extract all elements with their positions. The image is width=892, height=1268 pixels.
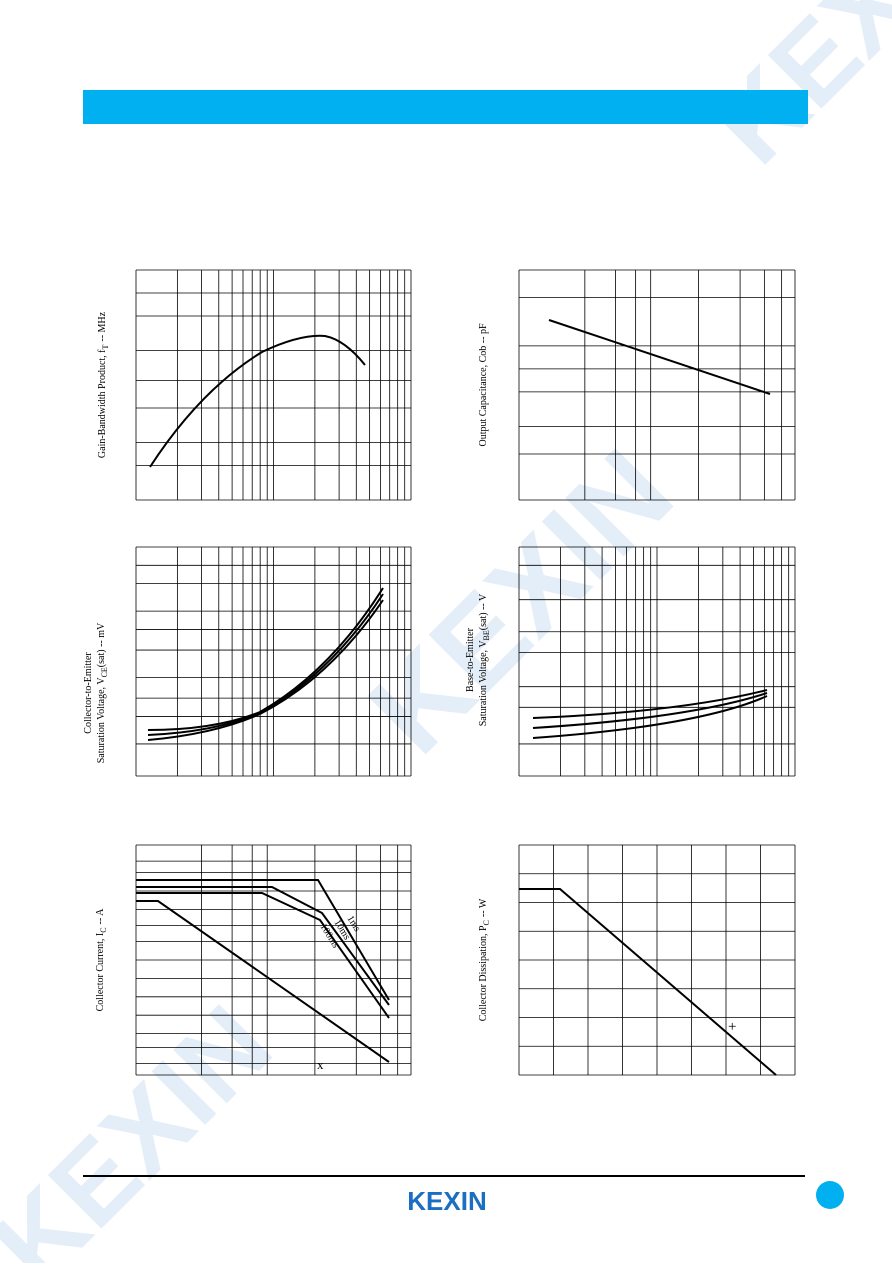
curve bbox=[136, 879, 390, 1001]
annotation: + bbox=[728, 1019, 736, 1035]
y-label: Collector-to-Emitter bbox=[83, 652, 94, 734]
curve bbox=[147, 599, 384, 741]
y-label: Collector Current, IC-- A bbox=[95, 908, 108, 1012]
y-label: Saturation Voltage, VCE(sat) -- mV bbox=[96, 622, 109, 763]
curve bbox=[136, 900, 390, 1063]
curve bbox=[136, 892, 390, 1019]
curve bbox=[548, 319, 771, 395]
curve bbox=[147, 593, 384, 736]
footer-logo: KEXIN bbox=[407, 1186, 486, 1216]
curve bbox=[149, 334, 366, 468]
annotation: x bbox=[317, 1057, 324, 1072]
y-label: Gain-Bandwidth Product, fT-- MHz bbox=[97, 311, 110, 458]
page-dot bbox=[816, 1181, 844, 1209]
curve bbox=[532, 689, 768, 719]
grids bbox=[135, 269, 796, 1076]
curve bbox=[532, 692, 768, 729]
header-bar bbox=[83, 90, 808, 124]
y-label: Collector Dissipation, PC-- W bbox=[478, 898, 491, 1021]
curve bbox=[532, 695, 768, 739]
curves bbox=[136, 319, 777, 1076]
curve bbox=[136, 886, 390, 1006]
y-label: Output Capacitance, Cob -- pF bbox=[478, 323, 489, 446]
curve bbox=[147, 587, 384, 731]
curve bbox=[519, 888, 777, 1076]
y-label: Base-to-Emitter bbox=[465, 627, 476, 692]
labels: Gain-Bandwidth Product, fT-- MHz Output … bbox=[83, 311, 736, 1072]
y-label: Saturation Voltage, VBE(sat) -- V bbox=[478, 593, 491, 726]
